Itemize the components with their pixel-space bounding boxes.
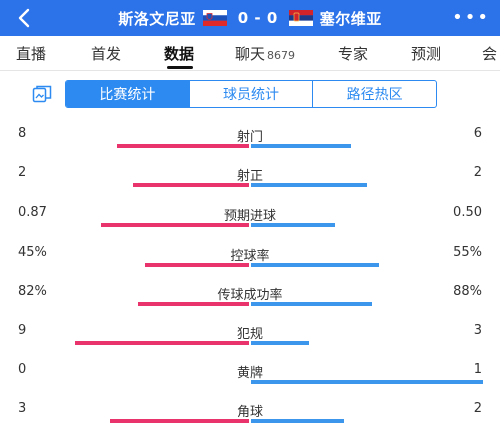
home-value: 45% [18,245,47,260]
tab-experts[interactable]: 专家 [338,43,368,64]
home-bar [133,183,249,187]
away-value: 6 [473,126,482,141]
match-title: 斯洛文尼亚 0 - 0 塞尔维亚 [0,0,500,36]
tab-lineup[interactable]: 首发 [91,43,121,64]
chat-count: 8679 [267,49,296,62]
slovenia-flag-icon [202,10,227,26]
serbia-flag-icon [288,10,313,26]
tab-label: 会 [482,45,498,63]
tab-label: 聊天 [235,45,266,63]
away-bar [251,341,309,345]
away-bar [251,419,344,423]
tab-prediction[interactable]: 预测 [411,43,441,64]
stat-row: 0 黄牌 1 [0,362,500,402]
stat-name: 射门 [236,130,263,145]
tab-chat[interactable]: 聊天 8679 [235,43,295,64]
tab-label: 专家 [338,45,369,63]
home-value: 0 [18,362,27,377]
away-value: 0.50 [453,205,482,220]
stat-name: 控球率 [230,249,270,264]
away-value: 2 [473,401,482,416]
away-team-name: 塞尔维亚 [319,9,382,28]
home-bar [75,341,249,345]
tab-label: 首发 [91,45,122,63]
home-value: 8 [18,126,27,141]
away-value: 1 [473,362,482,377]
back-arrow-icon[interactable] [14,7,36,29]
away-value: 88% [453,284,482,299]
stat-row: 8 射门 6 [0,126,500,166]
home-value: 2 [18,165,27,180]
stat-row: 2 射正 2 [0,165,500,205]
stat-row: 0.87 预期进球 0.50 [0,205,500,245]
tab-label: 预测 [411,45,442,63]
tab-more[interactable]: 会 [482,43,497,64]
home-bar [138,302,249,306]
away-value: 55% [453,245,482,260]
stats-segment-control: 比赛统计 球员统计 路径热区 [65,80,437,108]
away-bar [251,183,367,187]
away-bar [251,263,379,267]
away-bar [251,380,483,384]
stat-name: 预期进球 [223,209,276,224]
home-bar [117,144,249,148]
match-score: 0 - 0 [237,9,278,27]
stat-row: 82% 传球成功率 88% [0,284,500,324]
stat-name: 射正 [236,169,263,184]
tab-live[interactable]: 直播 [16,43,46,64]
away-bar [251,144,351,148]
segment-match-stats[interactable]: 比赛统计 [66,81,189,107]
tab-label: 数据 [164,45,195,63]
away-bar [251,302,372,306]
stat-row: 3 角球 2 [0,401,500,441]
match-header: 斯洛文尼亚 0 - 0 塞尔维亚 ••• [0,0,500,36]
segment-player-stats[interactable]: 球员统计 [188,81,313,107]
away-bar [251,223,335,227]
home-team-name: 斯洛文尼亚 [118,9,196,28]
home-value: 9 [18,323,27,338]
stat-row: 9 犯规 3 [0,323,500,363]
away-value: 2 [473,165,482,180]
stat-name: 传球成功率 [217,288,283,303]
more-options-icon[interactable]: ••• [452,7,490,28]
home-bar [145,263,249,267]
home-value: 3 [18,401,27,416]
home-bar [110,419,249,423]
share-screenshot-icon[interactable] [32,85,52,103]
home-value: 0.87 [18,205,47,220]
tab-data[interactable]: 数据 [164,43,194,64]
stat-name: 犯规 [236,327,263,342]
stat-row: 45% 控球率 55% [0,245,500,285]
tab-bar: 直播 首发 数据 聊天 8679 专家 预测 会 [0,36,500,71]
stat-name: 角球 [236,405,263,420]
away-value: 3 [473,323,482,338]
tab-label: 直播 [16,45,47,63]
home-value: 82% [18,284,47,299]
stat-name: 黄牌 [236,366,263,381]
home-bar [101,223,249,227]
segment-heatmap[interactable]: 路径热区 [312,81,436,107]
active-tab-indicator [167,66,193,69]
